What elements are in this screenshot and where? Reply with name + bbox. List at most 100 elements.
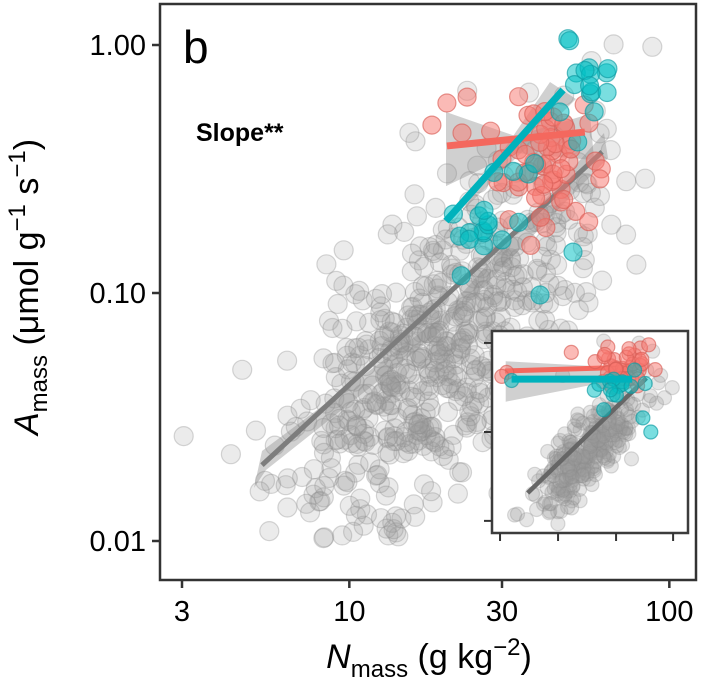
gray-data-point [364, 391, 385, 412]
gray-data-point [564, 282, 586, 303]
inset-gray-data-point [585, 425, 601, 441]
gray-data-point [507, 264, 528, 286]
inset-gray-data-point [587, 467, 604, 483]
regression-line-teal [443, 87, 566, 224]
gray-data-point [340, 425, 361, 446]
gray-data-point [554, 279, 576, 301]
gray-data-point [387, 407, 408, 429]
inset-gray-data-point [656, 390, 673, 406]
gray-data-point [415, 276, 436, 297]
gray-data-point [314, 527, 335, 548]
gray-data-point [424, 335, 445, 356]
gray-data-point [450, 332, 471, 353]
inset-gray-data-point [565, 478, 581, 494]
inset-gray-data-point [618, 420, 634, 436]
teal-data-point [503, 161, 524, 181]
inset-gray-data-point [567, 436, 583, 452]
gray-data-point [370, 302, 391, 323]
gray-data-point [428, 336, 449, 357]
inset-gray-data-point [564, 468, 580, 484]
gray-data-point [455, 300, 476, 321]
inset-gray-data-point [550, 486, 566, 502]
inset-gray-data-point [623, 451, 640, 467]
gray-data-point [339, 495, 360, 516]
gray-data-point [347, 436, 368, 457]
inset-gray-data-point [561, 462, 577, 478]
inset-gray-data-point [619, 406, 636, 422]
inset-gray-data-point [580, 463, 596, 479]
inset-red-data-point [647, 362, 663, 378]
gray-data-point [418, 375, 439, 397]
gray-data-point [386, 431, 407, 452]
inset-gray-data-point [577, 452, 594, 468]
gray-data-point [401, 243, 423, 264]
gray-data-point [491, 290, 512, 311]
gray-data-point [303, 459, 324, 480]
inset-gray-data-point [586, 461, 602, 477]
gray-data-point [456, 291, 477, 312]
gray-data-point [382, 512, 403, 533]
inset-gray-data-point [557, 486, 573, 502]
gray-data-point [463, 367, 485, 388]
inset-gray-data-point [543, 496, 559, 512]
gray-data-point [580, 182, 602, 203]
inset-gray-data-point [580, 448, 596, 464]
gray-data-point [426, 367, 448, 388]
gray-data-point [615, 224, 637, 245]
gray-data-point [350, 488, 371, 509]
inset-gray-data-point [595, 429, 611, 445]
gray-data-point [249, 481, 270, 502]
gray-data-point [373, 381, 394, 402]
gray-data-point [404, 281, 425, 303]
inset-gray-data-point [559, 462, 575, 478]
gray-data-point [375, 485, 396, 506]
gray-data-point [468, 379, 489, 400]
inset-gray-data-point [575, 415, 591, 431]
inset-gray-data-point [599, 453, 616, 469]
inset-gray-data-point [603, 427, 620, 443]
gray-data-point [370, 310, 391, 331]
gray-data-point [410, 421, 431, 442]
gray-data-point [385, 506, 407, 527]
gray-data-point [495, 278, 516, 299]
inset-gray-data-point [579, 454, 596, 470]
gray-data-point [378, 477, 399, 498]
inset-gray-data-point [575, 448, 591, 464]
gray-data-point [457, 334, 479, 355]
inset-gray-data-point [569, 412, 586, 428]
gray-data-point [346, 311, 367, 332]
gray-data-point [413, 435, 434, 456]
inset-gray-data-point [564, 458, 580, 474]
x-axis-tick-label: 3 [174, 596, 190, 628]
gray-data-point [363, 434, 384, 455]
gray-data-point [456, 377, 477, 398]
gray-data-point [383, 348, 404, 369]
gray-data-point [406, 350, 427, 371]
red-data-point [590, 169, 610, 189]
gray-data-point [325, 430, 346, 451]
gray-data-point [325, 403, 346, 424]
gray-data-point [419, 237, 440, 258]
gray-data-point [616, 171, 637, 192]
inset-gray-data-point [586, 438, 602, 454]
inset-gray-data-point [597, 439, 613, 455]
inset-gray-data-point [564, 469, 580, 485]
gray-data-point [534, 309, 556, 331]
inset-gray-data-point [554, 481, 570, 497]
gray-data-point [413, 256, 435, 277]
gray-data-point [398, 305, 419, 326]
inset-gray-data-point [587, 454, 604, 470]
inset-gray-data-point [564, 493, 580, 509]
gray-data-point [296, 493, 317, 514]
inset-gray-data-point [506, 507, 523, 523]
gray-data-point [434, 361, 455, 382]
gray-data-point [380, 340, 401, 362]
gray-data-point [399, 122, 420, 143]
red-data-point [508, 87, 529, 107]
gray-data-point [447, 483, 468, 504]
gray-data-point [366, 395, 387, 416]
gray-data-point [421, 441, 442, 462]
inset-gray-data-point [576, 451, 593, 467]
inset-gray-data-point [578, 449, 594, 465]
gray-data-point [394, 221, 415, 242]
